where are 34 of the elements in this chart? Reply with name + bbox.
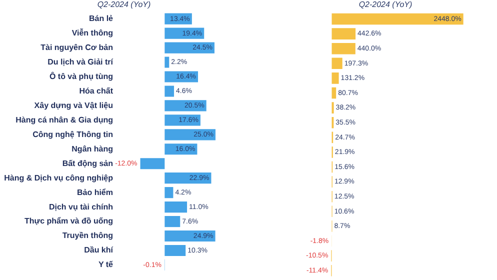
bar <box>332 72 339 84</box>
chart-title: Q2-2024 (YoY) <box>358 0 413 10</box>
bar <box>164 244 186 256</box>
y-tick-label: Bán lẻ <box>88 14 114 24</box>
chart-title: Q2-2024 (YoY) <box>97 0 152 10</box>
y-tick-label: Bảo hiểm <box>76 188 113 197</box>
y-tick-label: Bất động sản <box>62 158 114 168</box>
y-tick-label: Hàng & Dịch vụ công nghiệp <box>4 173 114 182</box>
y-tick-label: Hàng cá nhân & Gia dụng <box>16 115 114 124</box>
y-tick-label: Hóa chất <box>79 86 114 96</box>
bar <box>164 230 216 242</box>
y-tick-label: Viễn thông <box>72 28 114 38</box>
y-tick-label: Dầu khí <box>84 246 114 255</box>
bar <box>332 58 342 70</box>
bar <box>332 28 356 40</box>
bar <box>164 187 174 198</box>
y-tick-label: Ngân hàng <box>72 144 114 154</box>
y-tick-label: Du lịch và Giải trí <box>48 57 114 66</box>
y-tick-label: Ô tô và phụ tùng <box>49 70 114 81</box>
y-tick-label: Công nghệ Thông tin <box>32 130 114 139</box>
y-tick-label: Tài nguyên Cơ bản <box>40 43 114 52</box>
bar <box>164 86 174 97</box>
bar <box>140 158 165 170</box>
bar <box>332 42 356 54</box>
bar <box>332 87 336 99</box>
y-tick-label: Dịch vụ tài chính <box>48 202 114 212</box>
bar <box>332 13 464 25</box>
bar <box>164 56 170 68</box>
bar <box>164 216 180 228</box>
bar <box>164 202 188 213</box>
y-tick-label: Xây dựng và Vật liệu <box>34 100 114 110</box>
y-tick-label: Truyền thông <box>62 231 114 240</box>
y-tick-label: Thực phẩm và đồ uống <box>24 216 114 226</box>
y-tick-label: Y tế <box>98 260 114 270</box>
